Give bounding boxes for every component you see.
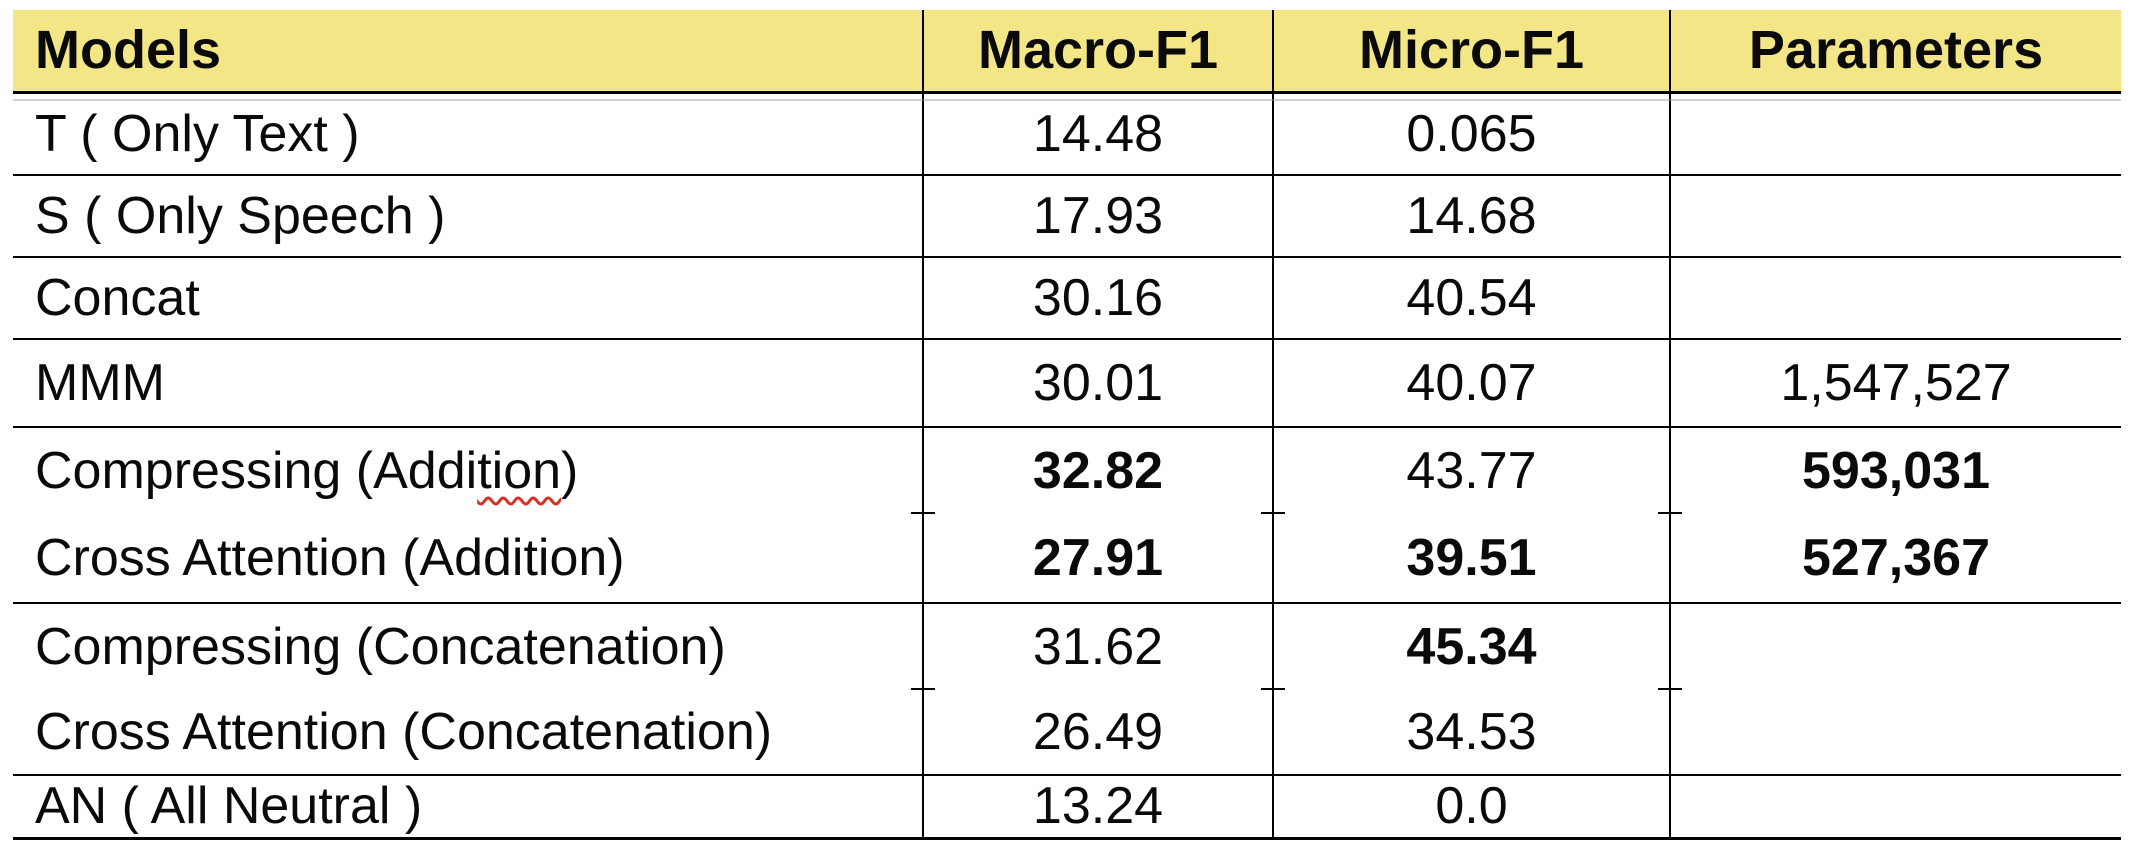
col-header-parameters: Parameters — [1669, 10, 2121, 94]
macro-f1-cell: 26.49 — [922, 689, 1273, 776]
parameters-cell — [1659, 603, 2121, 689]
macro-f1-cell: 30.16 — [922, 257, 1273, 340]
macro-f1-cell: 27.91 — [922, 513, 1273, 604]
parameters-cell — [1669, 257, 2121, 340]
model-name-cell: Concat — [13, 257, 923, 340]
model-name-text: ) — [561, 441, 579, 500]
macro-f1-cell: 30.01 — [922, 339, 1273, 428]
parameters-cell: 527,367 — [1669, 513, 2121, 604]
results-table-body: T ( Only Text ) 14.48 0.065 S ( Only Speech… — [13, 92, 2121, 840]
model-name-cell: Cross Attention (Addition) — [13, 513, 923, 604]
header-shadow-line — [13, 99, 2121, 101]
spellcheck-underline: tion — [477, 441, 562, 500]
micro-f1-cell: 43.77 — [1262, 427, 1670, 513]
model-name-cell: Compressing (Addition) — [13, 427, 923, 513]
table-header: Models Macro-F1 Micro-F1 Parameters — [13, 10, 2121, 94]
table-row: MMM 30.01 40.07 1,547,527 — [13, 339, 2121, 428]
table-row: S ( Only Speech ) 17.93 14.68 — [13, 175, 2121, 258]
micro-f1-cell: 40.54 — [1272, 257, 1670, 340]
model-name-cell: T ( Only Text ) — [13, 92, 923, 176]
table-row: Compressing (Addition) 32.82 43.77 593,031 — [13, 427, 2121, 513]
micro-f1-cell: 34.53 — [1272, 689, 1670, 776]
parameters-cell: 1,547,527 — [1669, 339, 2121, 428]
table-row: T ( Only Text ) 14.48 0.065 — [13, 92, 2121, 176]
table-row: Concat 30.16 40.54 — [13, 257, 2121, 340]
macro-f1-cell: 17.93 — [922, 175, 1273, 258]
macro-f1-cell: 32.82 — [912, 427, 1273, 513]
parameters-cell — [1669, 775, 2121, 840]
table-row: Cross Attention (Concatenation) 26.49 34.5… — [13, 689, 2121, 776]
table-row: AN ( All Neutral ) 13.24 0.0 — [13, 775, 2121, 840]
table-row: Cross Attention (Addition) 27.91 39.51 527,… — [13, 513, 2121, 604]
model-name-cell: MMM — [13, 339, 923, 428]
table-row: Compressing (Concatenation) 31.62 45.34 — [13, 603, 2121, 689]
micro-f1-cell: 45.34 — [1262, 603, 1670, 689]
model-name-cell: S ( Only Speech ) — [13, 175, 923, 258]
parameters-cell — [1669, 92, 2121, 176]
header-row: Models Macro-F1 Micro-F1 Parameters — [13, 10, 2121, 94]
col-header-models: Models — [13, 10, 923, 94]
micro-f1-cell: 14.68 — [1272, 175, 1670, 258]
model-name-text: Compressing (Addi — [35, 441, 478, 500]
micro-f1-cell: 39.51 — [1272, 513, 1670, 604]
parameters-cell — [1669, 175, 2121, 258]
parameters-cell: 593,031 — [1659, 427, 2121, 513]
model-name-cell: Cross Attention (Concatenation) — [13, 689, 923, 776]
macro-f1-cell: 13.24 — [922, 775, 1273, 840]
macro-f1-cell: 14.48 — [922, 92, 1273, 176]
micro-f1-cell: 0.0 — [1272, 775, 1670, 840]
col-header-macro-f1: Macro-F1 — [922, 10, 1273, 94]
macro-f1-cell: 31.62 — [912, 603, 1273, 689]
results-table: Models Macro-F1 Micro-F1 Parameters T ( … — [13, 10, 2121, 840]
model-name-cell: AN ( All Neutral ) — [13, 775, 923, 840]
model-name-cell: Compressing (Concatenation) — [35, 617, 726, 676]
col-header-micro-f1: Micro-F1 — [1272, 10, 1670, 94]
micro-f1-cell: 40.07 — [1272, 339, 1670, 428]
micro-f1-cell: 0.065 — [1272, 92, 1670, 176]
parameters-cell — [1669, 689, 2121, 776]
